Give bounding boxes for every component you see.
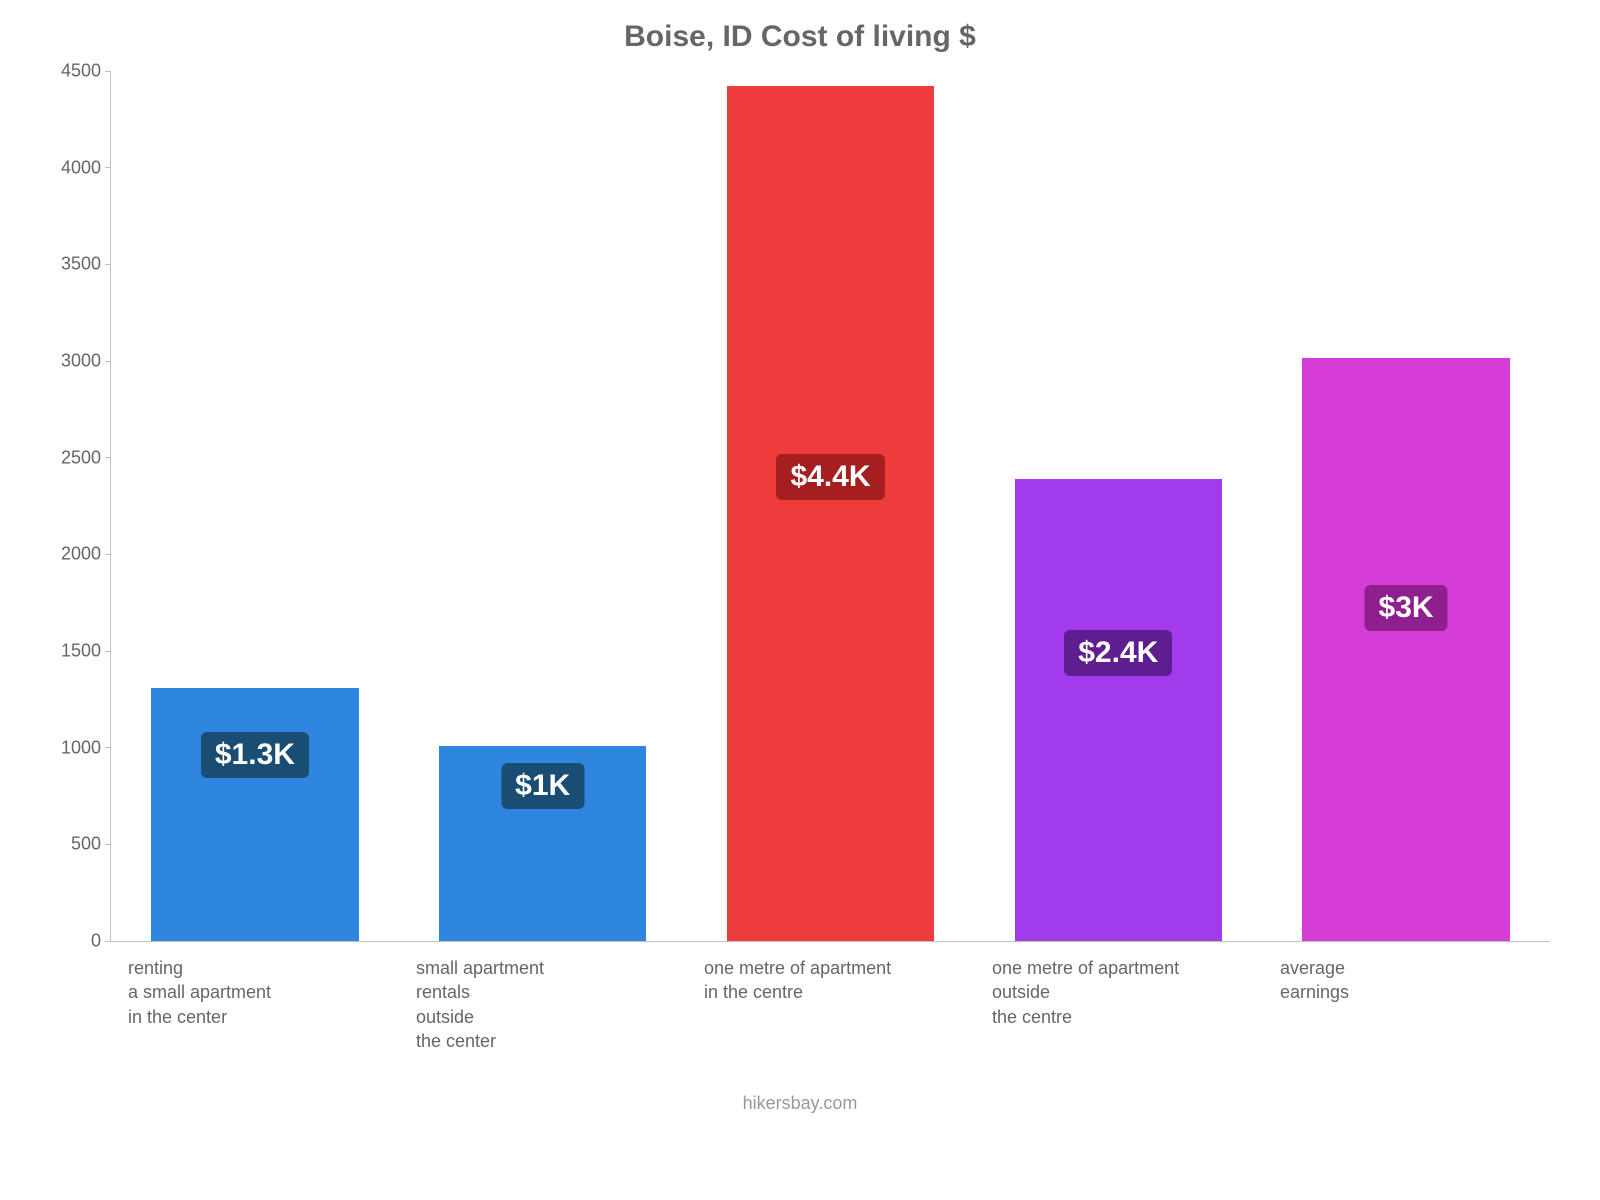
y-tick-label: 1500	[61, 641, 111, 662]
bar-slot: $1.3K	[111, 72, 399, 941]
x-axis-label: rentinga small apartmentin the center	[110, 942, 398, 1053]
bar-slot: $3K	[1262, 72, 1550, 941]
bar-value-badge: $1.3K	[201, 732, 309, 778]
y-tick-label: 2500	[61, 447, 111, 468]
x-axis-label: one metre of apartmentoutsidethe centre	[974, 942, 1262, 1053]
chart-title: Boise, ID Cost of living $	[40, 20, 1560, 54]
bar-value-badge: $2.4K	[1064, 630, 1172, 676]
plot-area: $1.3K$1K$4.4K$2.4K$3K 050010001500200025…	[110, 72, 1550, 942]
bar-slot: $2.4K	[974, 72, 1262, 941]
bar: $1.3K	[151, 688, 358, 941]
y-tick-label: 0	[91, 931, 111, 952]
cost-of-living-chart: Boise, ID Cost of living $ $1.3K $1K $4.4K…	[40, 20, 1560, 1180]
bar-value-badge: $4.4K	[776, 454, 884, 500]
y-tick-label: 3000	[61, 351, 111, 372]
y-tick-label: 4000	[61, 157, 111, 178]
bar-slot: $4.4K	[687, 72, 975, 941]
chart-footer: hikersbay.com	[40, 1093, 1560, 1114]
y-tick-label: 3500	[61, 254, 111, 275]
y-tick-label: 4500	[61, 61, 111, 82]
y-tick-label: 2000	[61, 544, 111, 565]
bar: $1K	[439, 746, 646, 941]
y-tick-label: 500	[71, 834, 111, 855]
bar-slot: $1K	[399, 72, 687, 941]
bar-value-badge: $3K	[1365, 585, 1448, 631]
x-axis-label: one metre of apartmentin the centre	[686, 942, 974, 1053]
x-axis-label: small apartmentrentalsoutsidethe center	[398, 942, 686, 1053]
bar-value-badge: $1K	[501, 763, 584, 809]
bar: $4.4K	[727, 86, 934, 941]
bar: $3K	[1302, 358, 1509, 941]
y-tick-label: 1000	[61, 737, 111, 758]
bar: $2.4K	[1015, 479, 1222, 941]
bars-row: $1.3K $1K $4.4K $2.4K $3K	[111, 72, 1550, 941]
x-axis-label: averageearnings	[1262, 942, 1550, 1053]
x-labels-row: rentinga small apartmentin the centersma…	[110, 942, 1550, 1053]
